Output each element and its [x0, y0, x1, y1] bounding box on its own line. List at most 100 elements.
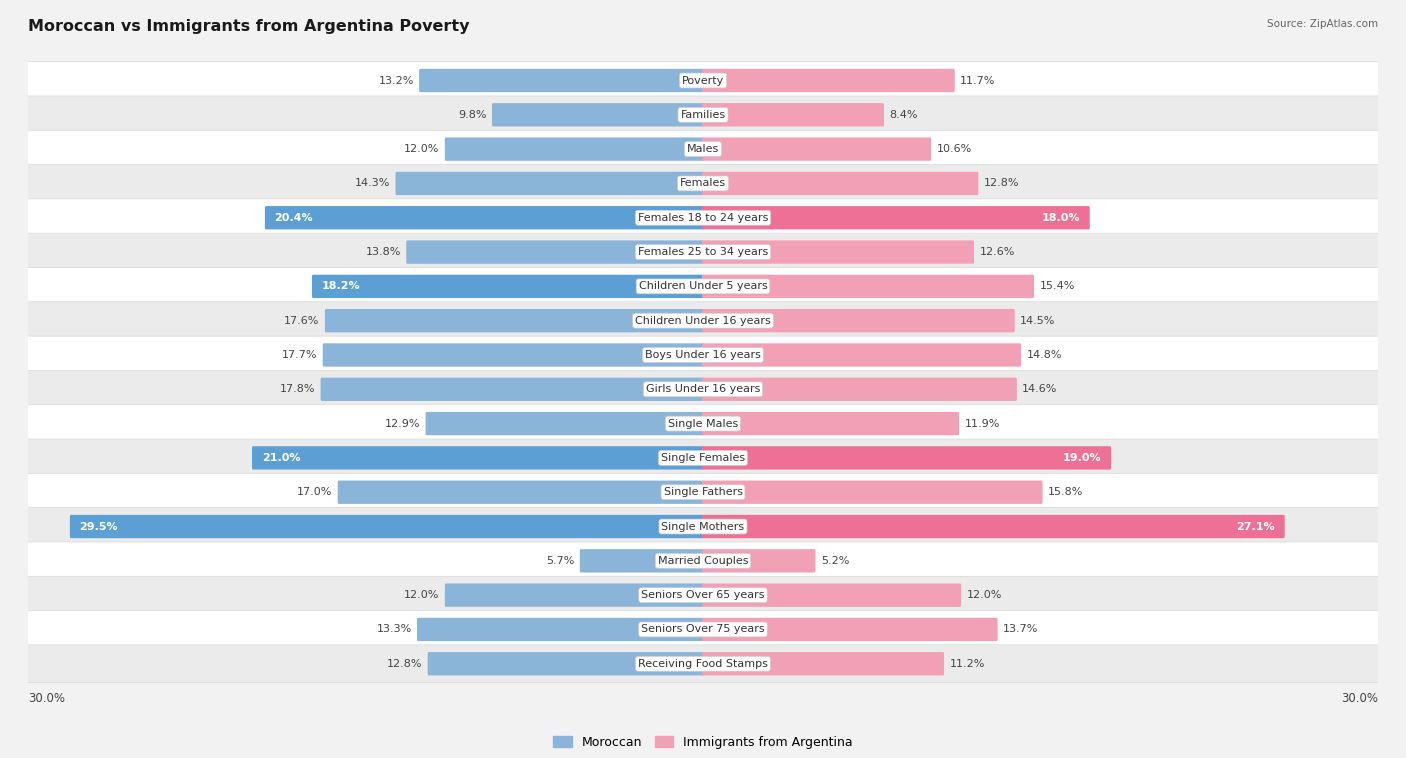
FancyBboxPatch shape: [312, 274, 704, 298]
FancyBboxPatch shape: [325, 309, 704, 332]
FancyBboxPatch shape: [27, 371, 1379, 408]
FancyBboxPatch shape: [444, 584, 704, 607]
FancyBboxPatch shape: [27, 439, 1379, 477]
Text: 14.3%: 14.3%: [354, 178, 391, 189]
FancyBboxPatch shape: [492, 103, 704, 127]
FancyBboxPatch shape: [252, 446, 704, 469]
Text: Females: Females: [681, 178, 725, 189]
Text: 17.8%: 17.8%: [280, 384, 315, 394]
FancyBboxPatch shape: [702, 172, 979, 195]
Text: 13.3%: 13.3%: [377, 625, 412, 634]
Text: 12.8%: 12.8%: [387, 659, 422, 669]
FancyBboxPatch shape: [702, 103, 884, 127]
Text: 10.6%: 10.6%: [936, 144, 972, 154]
Text: Families: Families: [681, 110, 725, 120]
FancyBboxPatch shape: [702, 240, 974, 264]
Text: Children Under 5 years: Children Under 5 years: [638, 281, 768, 291]
Text: 19.0%: 19.0%: [1063, 453, 1101, 463]
Text: Males: Males: [688, 144, 718, 154]
FancyBboxPatch shape: [702, 377, 1017, 401]
FancyBboxPatch shape: [702, 343, 1021, 367]
FancyBboxPatch shape: [702, 481, 1043, 504]
Text: Females 25 to 34 years: Females 25 to 34 years: [638, 247, 768, 257]
Text: 11.2%: 11.2%: [949, 659, 984, 669]
FancyBboxPatch shape: [70, 515, 704, 538]
FancyBboxPatch shape: [702, 412, 959, 435]
Text: Girls Under 16 years: Girls Under 16 years: [645, 384, 761, 394]
FancyBboxPatch shape: [702, 584, 962, 607]
Text: 11.7%: 11.7%: [960, 76, 995, 86]
Text: 12.0%: 12.0%: [404, 590, 440, 600]
Text: 9.8%: 9.8%: [458, 110, 486, 120]
Text: Children Under 16 years: Children Under 16 years: [636, 315, 770, 326]
FancyBboxPatch shape: [702, 652, 943, 675]
FancyBboxPatch shape: [27, 164, 1379, 202]
Text: 20.4%: 20.4%: [274, 213, 314, 223]
FancyBboxPatch shape: [27, 96, 1379, 133]
FancyBboxPatch shape: [395, 172, 704, 195]
FancyBboxPatch shape: [323, 343, 704, 367]
FancyBboxPatch shape: [579, 550, 704, 572]
FancyBboxPatch shape: [418, 618, 704, 641]
Text: Seniors Over 75 years: Seniors Over 75 years: [641, 625, 765, 634]
Text: 13.2%: 13.2%: [378, 76, 413, 86]
FancyBboxPatch shape: [27, 508, 1379, 546]
Text: Boys Under 16 years: Boys Under 16 years: [645, 350, 761, 360]
Text: 17.7%: 17.7%: [281, 350, 318, 360]
Text: 14.8%: 14.8%: [1026, 350, 1062, 360]
FancyBboxPatch shape: [321, 377, 704, 401]
Text: 12.8%: 12.8%: [984, 178, 1019, 189]
Text: Single Females: Single Females: [661, 453, 745, 463]
FancyBboxPatch shape: [27, 611, 1379, 648]
Text: Females 18 to 24 years: Females 18 to 24 years: [638, 213, 768, 223]
Text: 27.1%: 27.1%: [1236, 522, 1275, 531]
Text: 30.0%: 30.0%: [28, 691, 65, 705]
Text: 15.4%: 15.4%: [1039, 281, 1074, 291]
Text: 18.0%: 18.0%: [1042, 213, 1080, 223]
FancyBboxPatch shape: [27, 645, 1379, 683]
Text: 17.0%: 17.0%: [297, 487, 332, 497]
FancyBboxPatch shape: [702, 206, 1090, 230]
FancyBboxPatch shape: [27, 61, 1379, 99]
FancyBboxPatch shape: [426, 412, 704, 435]
FancyBboxPatch shape: [337, 481, 704, 504]
FancyBboxPatch shape: [702, 618, 998, 641]
Text: 11.9%: 11.9%: [965, 418, 1000, 428]
FancyBboxPatch shape: [702, 550, 815, 572]
Text: Single Mothers: Single Mothers: [661, 522, 745, 531]
FancyBboxPatch shape: [702, 137, 931, 161]
FancyBboxPatch shape: [702, 515, 1285, 538]
Text: Single Fathers: Single Fathers: [664, 487, 742, 497]
Text: 12.0%: 12.0%: [966, 590, 1002, 600]
FancyBboxPatch shape: [27, 302, 1379, 340]
Text: 12.0%: 12.0%: [404, 144, 440, 154]
Text: Moroccan vs Immigrants from Argentina Poverty: Moroccan vs Immigrants from Argentina Po…: [28, 19, 470, 34]
Text: 30.0%: 30.0%: [1341, 691, 1378, 705]
Text: Poverty: Poverty: [682, 76, 724, 86]
Text: 12.9%: 12.9%: [385, 418, 420, 428]
Text: 13.7%: 13.7%: [1002, 625, 1038, 634]
Text: Married Couples: Married Couples: [658, 556, 748, 565]
FancyBboxPatch shape: [27, 268, 1379, 305]
FancyBboxPatch shape: [702, 69, 955, 92]
Text: 21.0%: 21.0%: [262, 453, 299, 463]
FancyBboxPatch shape: [427, 652, 704, 675]
Text: 17.6%: 17.6%: [284, 315, 319, 326]
Text: Receiving Food Stamps: Receiving Food Stamps: [638, 659, 768, 669]
FancyBboxPatch shape: [27, 542, 1379, 580]
Text: 14.5%: 14.5%: [1021, 315, 1056, 326]
FancyBboxPatch shape: [702, 274, 1033, 298]
Text: Single Males: Single Males: [668, 418, 738, 428]
FancyBboxPatch shape: [702, 309, 1015, 332]
Text: 5.2%: 5.2%: [821, 556, 849, 565]
FancyBboxPatch shape: [419, 69, 704, 92]
Text: Source: ZipAtlas.com: Source: ZipAtlas.com: [1267, 19, 1378, 29]
FancyBboxPatch shape: [27, 130, 1379, 168]
FancyBboxPatch shape: [264, 206, 704, 230]
Text: 18.2%: 18.2%: [322, 281, 360, 291]
FancyBboxPatch shape: [406, 240, 704, 264]
FancyBboxPatch shape: [27, 336, 1379, 374]
Text: 5.7%: 5.7%: [546, 556, 575, 565]
FancyBboxPatch shape: [27, 199, 1379, 236]
FancyBboxPatch shape: [444, 137, 704, 161]
